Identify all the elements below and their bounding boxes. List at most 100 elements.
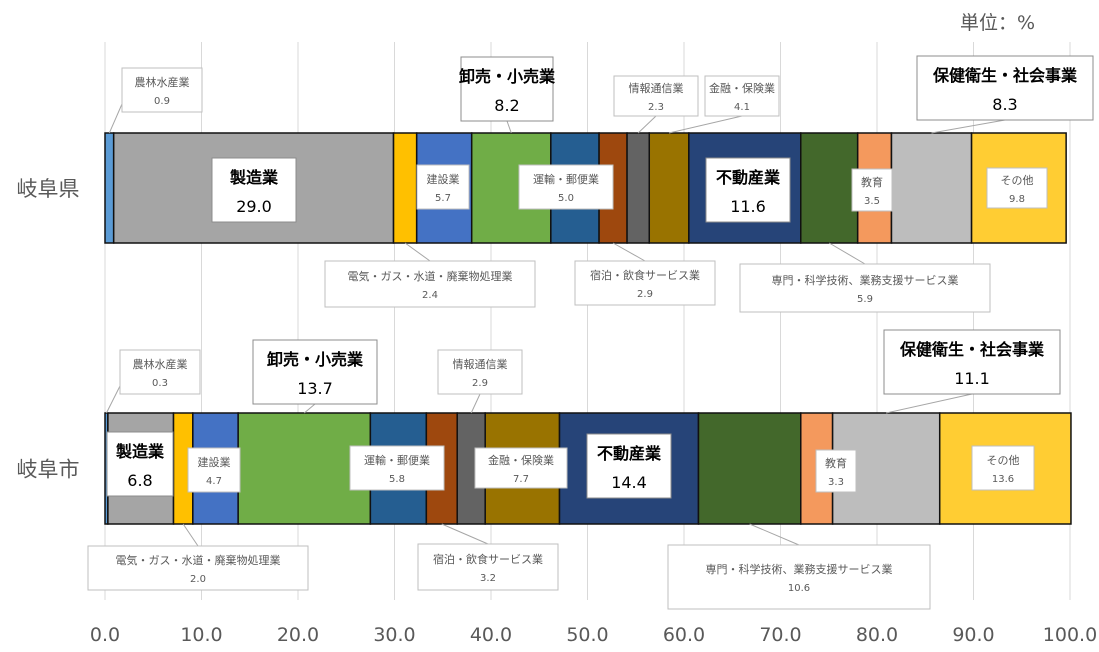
x-tick-label: 60.0 bbox=[663, 624, 705, 646]
data-label-box bbox=[986, 167, 1048, 209]
data-label-box bbox=[187, 447, 241, 493]
data-label-value: 5.8 bbox=[389, 474, 405, 485]
data-label-value: 0.3 bbox=[152, 378, 168, 389]
leader-line bbox=[828, 242, 866, 265]
data-label-value: 7.7 bbox=[513, 474, 529, 485]
data-label-box bbox=[211, 157, 297, 223]
leader-line bbox=[441, 523, 489, 545]
data-label-box bbox=[106, 431, 174, 497]
leader-line bbox=[886, 393, 973, 414]
data-label-name: 情報通信業 bbox=[453, 358, 508, 371]
data-label-value: 13.6 bbox=[992, 474, 1014, 485]
leader-line bbox=[612, 242, 646, 262]
data-label-name: 不動産業 bbox=[597, 444, 662, 463]
data-label-value: 2.0 bbox=[190, 574, 206, 585]
data-label-name: 製造業 bbox=[115, 442, 165, 461]
data-label-box bbox=[586, 433, 672, 499]
data-label-box bbox=[916, 55, 1094, 121]
data-label-value: 2.3 bbox=[648, 102, 664, 113]
data-label-box bbox=[574, 260, 716, 306]
leader-line bbox=[106, 385, 121, 414]
bar-segment bbox=[626, 132, 651, 244]
data-label-name: 保健衛生・社会事業 bbox=[899, 340, 1045, 359]
data-label-box bbox=[815, 449, 857, 493]
data-label-value: 29.0 bbox=[236, 197, 272, 216]
data-label-box bbox=[705, 157, 791, 223]
data-label-name: 不動産業 bbox=[716, 168, 781, 187]
x-tick-label: 80.0 bbox=[856, 624, 898, 646]
data-label-name: 建設業 bbox=[427, 172, 460, 186]
data-label-name: 教育 bbox=[861, 175, 883, 189]
data-label-name: 教育 bbox=[825, 456, 847, 470]
data-label-value: 13.7 bbox=[297, 379, 333, 398]
leader-line bbox=[404, 242, 431, 262]
data-label-value: 3.3 bbox=[828, 477, 844, 488]
data-label-name: 宿泊・飲食サービス業 bbox=[590, 268, 700, 282]
data-label-value: 6.8 bbox=[127, 471, 152, 490]
leader-line bbox=[470, 393, 481, 414]
data-label-value: 9.8 bbox=[1009, 194, 1025, 205]
data-label-box bbox=[704, 75, 780, 117]
data-label-name: 卸売・小売業 bbox=[459, 67, 556, 86]
bar-segment bbox=[392, 132, 418, 244]
leader-line bbox=[637, 115, 657, 134]
category-label: 岐阜県 bbox=[17, 177, 80, 201]
data-label-name: 卸売・小売業 bbox=[267, 350, 364, 369]
data-label-value: 5.0 bbox=[558, 193, 574, 204]
data-label-box bbox=[119, 349, 201, 395]
bar-segment bbox=[104, 132, 115, 244]
x-tick-label: 0.0 bbox=[90, 624, 120, 646]
bar-segment bbox=[648, 132, 690, 244]
data-label-name: 電気・ガス・水道・廃棄物処理業 bbox=[348, 269, 513, 283]
bar-segment bbox=[800, 132, 859, 244]
data-label-box bbox=[324, 260, 536, 308]
data-label-box bbox=[416, 164, 470, 210]
data-label-box bbox=[971, 445, 1035, 491]
leader-line bbox=[668, 115, 743, 134]
data-label-box bbox=[474, 447, 568, 489]
data-label-box bbox=[518, 164, 614, 210]
leader-line bbox=[182, 523, 199, 547]
data-label-value: 2.4 bbox=[422, 290, 438, 301]
data-label-name: 金融・保険業 bbox=[488, 453, 554, 467]
data-label-name: 製造業 bbox=[229, 168, 279, 187]
category-label: 岐阜市 bbox=[17, 458, 80, 482]
data-label-name: 保健衛生・社会事業 bbox=[932, 66, 1078, 85]
data-label-value: 4.7 bbox=[206, 476, 222, 487]
data-label-value: 8.3 bbox=[992, 95, 1017, 114]
leader-line bbox=[931, 119, 1006, 134]
data-label-value: 0.9 bbox=[154, 96, 170, 107]
x-tick-label: 70.0 bbox=[759, 624, 801, 646]
data-label-value: 2.9 bbox=[472, 378, 488, 389]
data-label-value: 4.1 bbox=[734, 102, 750, 113]
data-label-box bbox=[417, 543, 559, 591]
leader-line bbox=[749, 523, 800, 546]
data-label-name: その他 bbox=[987, 454, 1020, 467]
x-tick-label: 20.0 bbox=[277, 624, 319, 646]
leader-line bbox=[108, 103, 123, 134]
data-label-name: 運輸・郵便業 bbox=[533, 172, 599, 186]
data-label-name: 宿泊・飲食サービス業 bbox=[433, 552, 543, 566]
data-label-value: 11.1 bbox=[954, 369, 990, 388]
data-label-box bbox=[460, 56, 554, 122]
data-label-name: 運輸・郵便業 bbox=[364, 453, 430, 467]
data-label-name: 電気・ガス・水道・廃棄物処理業 bbox=[116, 553, 281, 567]
data-label-box bbox=[613, 75, 699, 117]
data-label-name: 建設業 bbox=[198, 455, 231, 469]
data-label-box bbox=[739, 263, 991, 313]
data-label-value: 3.2 bbox=[480, 573, 496, 584]
x-tick-label: 100.0 bbox=[1043, 624, 1097, 646]
data-label-name: 専門・科学技術、業務支援サービス業 bbox=[706, 562, 893, 576]
data-label-box bbox=[349, 445, 445, 491]
data-label-name: その他 bbox=[1001, 174, 1034, 187]
data-label-value: 11.6 bbox=[730, 197, 766, 216]
data-label-box bbox=[851, 168, 893, 212]
data-label-name: 専門・科学技術、業務支援サービス業 bbox=[772, 273, 959, 287]
data-label-name: 農林水産業 bbox=[135, 75, 190, 89]
x-tick-label: 50.0 bbox=[566, 624, 608, 646]
data-label-value: 3.5 bbox=[864, 196, 880, 207]
data-label-value: 10.6 bbox=[788, 583, 810, 594]
bar-segment bbox=[890, 132, 973, 244]
data-label-box bbox=[87, 545, 309, 591]
data-label-box bbox=[437, 349, 523, 395]
